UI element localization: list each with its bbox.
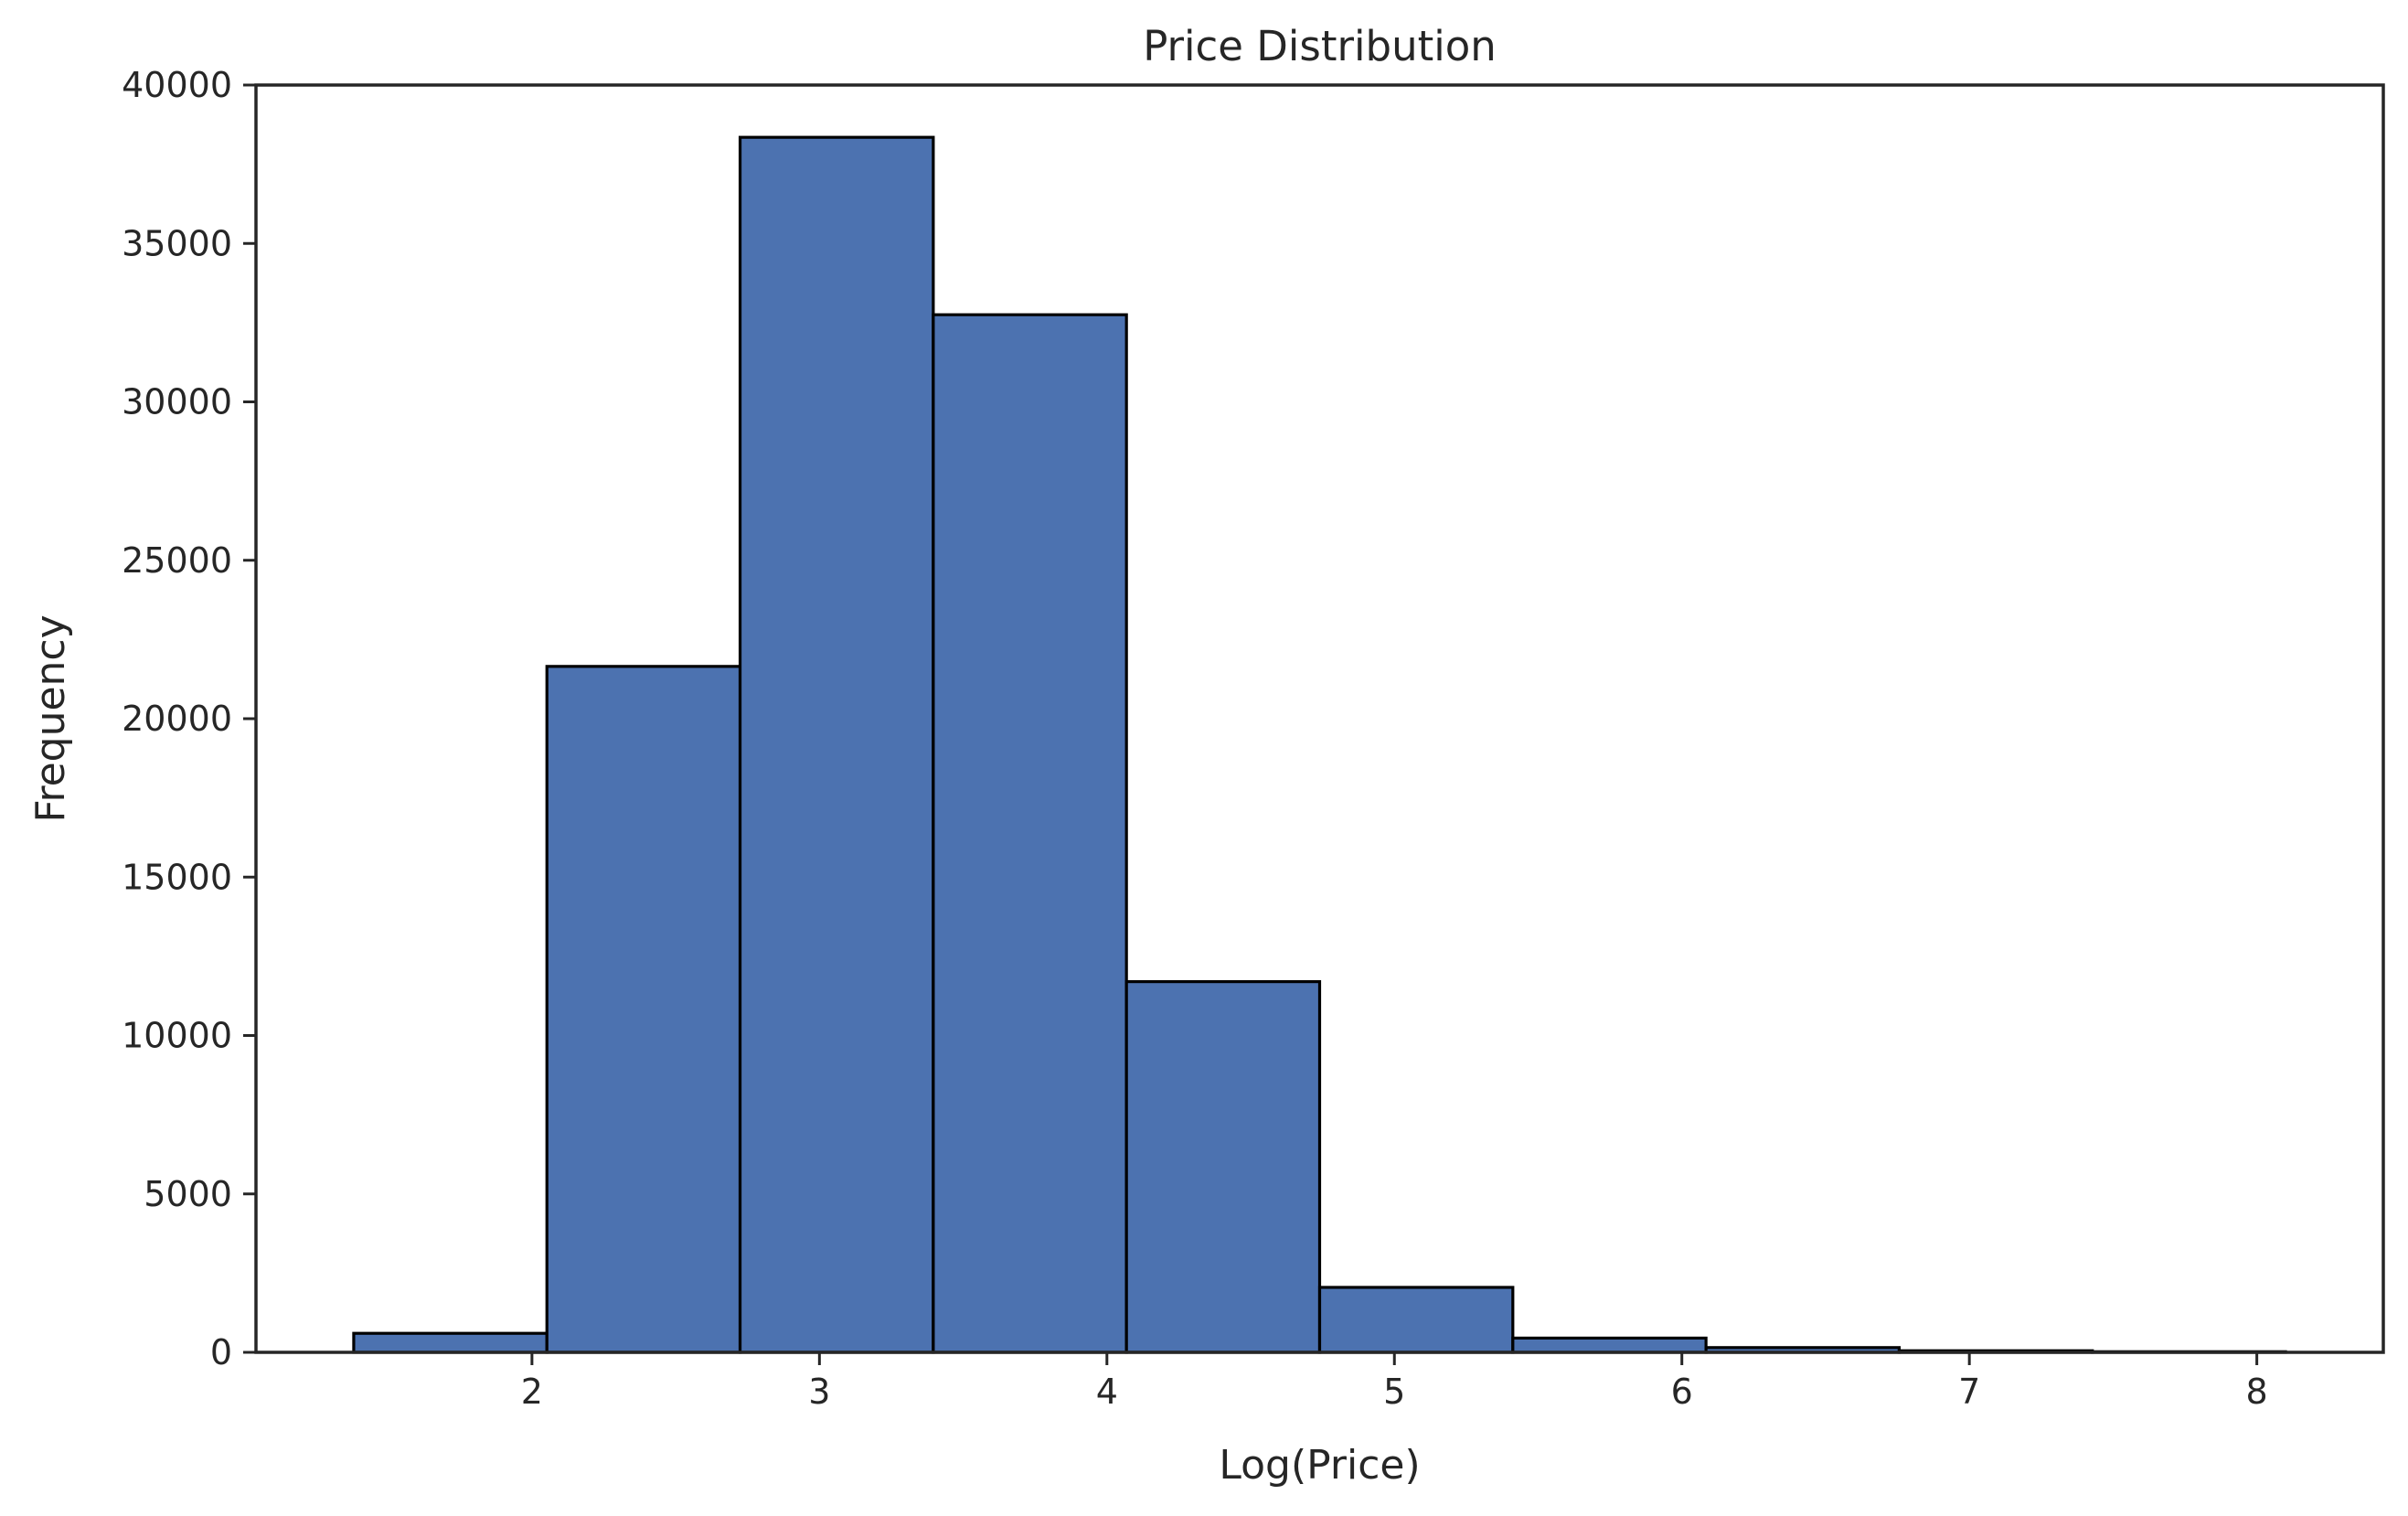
y-tick-label: 20000 <box>122 699 232 739</box>
y-tick-label: 25000 <box>122 540 232 581</box>
x-tick-label: 2 <box>521 1372 543 1412</box>
x-tick-label: 4 <box>1096 1372 1118 1412</box>
histogram-bar <box>1124 979 1322 1354</box>
chart-title: Price Distribution <box>1143 22 1497 70</box>
y-axis-label: Frequency <box>27 614 74 822</box>
x-tick-label: 5 <box>1383 1372 1405 1412</box>
y-tick-label: 0 <box>210 1332 232 1372</box>
x-axis-label: Log(Price) <box>1219 1442 1420 1489</box>
y-axis-ticks: 0 5000 10000 15000 20000 25000 30000 35000 40000 <box>122 65 256 1372</box>
histogram-bar <box>932 313 1128 1354</box>
y-tick-label: 15000 <box>122 857 232 897</box>
x-tick-label: 8 <box>2246 1372 2268 1412</box>
x-tick-label: 6 <box>1671 1372 1693 1412</box>
y-tick-label: 5000 <box>144 1174 232 1214</box>
x-tick-label: 7 <box>1958 1372 1980 1412</box>
y-tick-label: 30000 <box>122 382 232 422</box>
y-tick-label: 35000 <box>122 223 232 263</box>
histogram-bar <box>352 1331 549 1354</box>
y-tick-label: 10000 <box>122 1016 232 1056</box>
histogram-bar <box>545 665 742 1354</box>
x-tick-label: 3 <box>808 1372 830 1412</box>
histogram-bar <box>1511 1336 1708 1354</box>
y-tick-label: 40000 <box>122 65 232 105</box>
plot-frame <box>254 83 2385 1354</box>
histogram-bar <box>738 135 935 1354</box>
histogram-bar <box>1317 1286 1515 1354</box>
histogram-bars <box>352 135 2287 1354</box>
x-axis-ticks: 2 3 4 5 6 7 8 <box>521 1352 2268 1412</box>
